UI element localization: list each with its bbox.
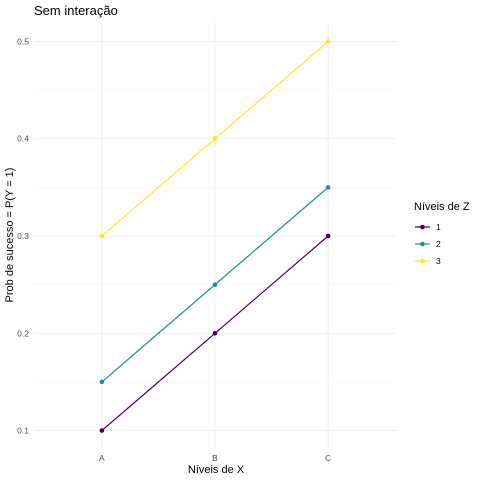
y-tick-label: 0.3: [17, 231, 29, 241]
data-point: [212, 136, 218, 142]
legend-key-point: [420, 258, 425, 264]
grid: [34, 22, 396, 450]
data-point: [325, 185, 331, 190]
series-3: [99, 39, 331, 239]
x-tick-label: B: [212, 453, 218, 463]
y-tick-label: 0.1: [17, 426, 29, 436]
data-point: [325, 233, 331, 239]
y-axis-title: Prob de sucesso = P(Y = 1): [4, 168, 16, 303]
y-tick-label: 0.4: [17, 134, 29, 144]
series-2: [99, 185, 331, 385]
data-point: [212, 330, 218, 336]
series-layer: [99, 39, 331, 433]
legend-label: 3: [436, 256, 441, 266]
data-point: [99, 379, 105, 385]
data-point: [99, 233, 105, 239]
data-point: [212, 282, 218, 287]
legend-key-point: [420, 241, 425, 247]
data-point: [325, 39, 331, 44]
chart-title: Sem interação: [34, 3, 118, 18]
legend-item-1: 1: [415, 222, 441, 232]
legend-items: 1 2 3: [415, 222, 441, 266]
x-tick-labels: A B C: [99, 453, 331, 463]
x-tick-label: A: [99, 453, 105, 463]
legend-label: 2: [436, 239, 441, 249]
legend-item-3: 3: [415, 256, 441, 266]
series-1: [99, 233, 331, 433]
legend-title: Níveis de Z: [414, 201, 470, 213]
data-point: [99, 428, 105, 433]
legend: Níveis de Z 1 2 3: [414, 201, 470, 266]
x-axis-title: Níveis de X: [188, 464, 245, 476]
y-tick-label: 0.2: [17, 328, 29, 338]
legend-label: 1: [436, 222, 441, 232]
legend-key-point: [420, 224, 425, 230]
y-tick-label: 0.5: [17, 36, 29, 46]
x-tick-label: C: [325, 453, 331, 463]
y-tick-labels: 0.1 0.2 0.3 0.4 0.5: [17, 36, 29, 435]
legend-item-2: 2: [415, 239, 441, 249]
